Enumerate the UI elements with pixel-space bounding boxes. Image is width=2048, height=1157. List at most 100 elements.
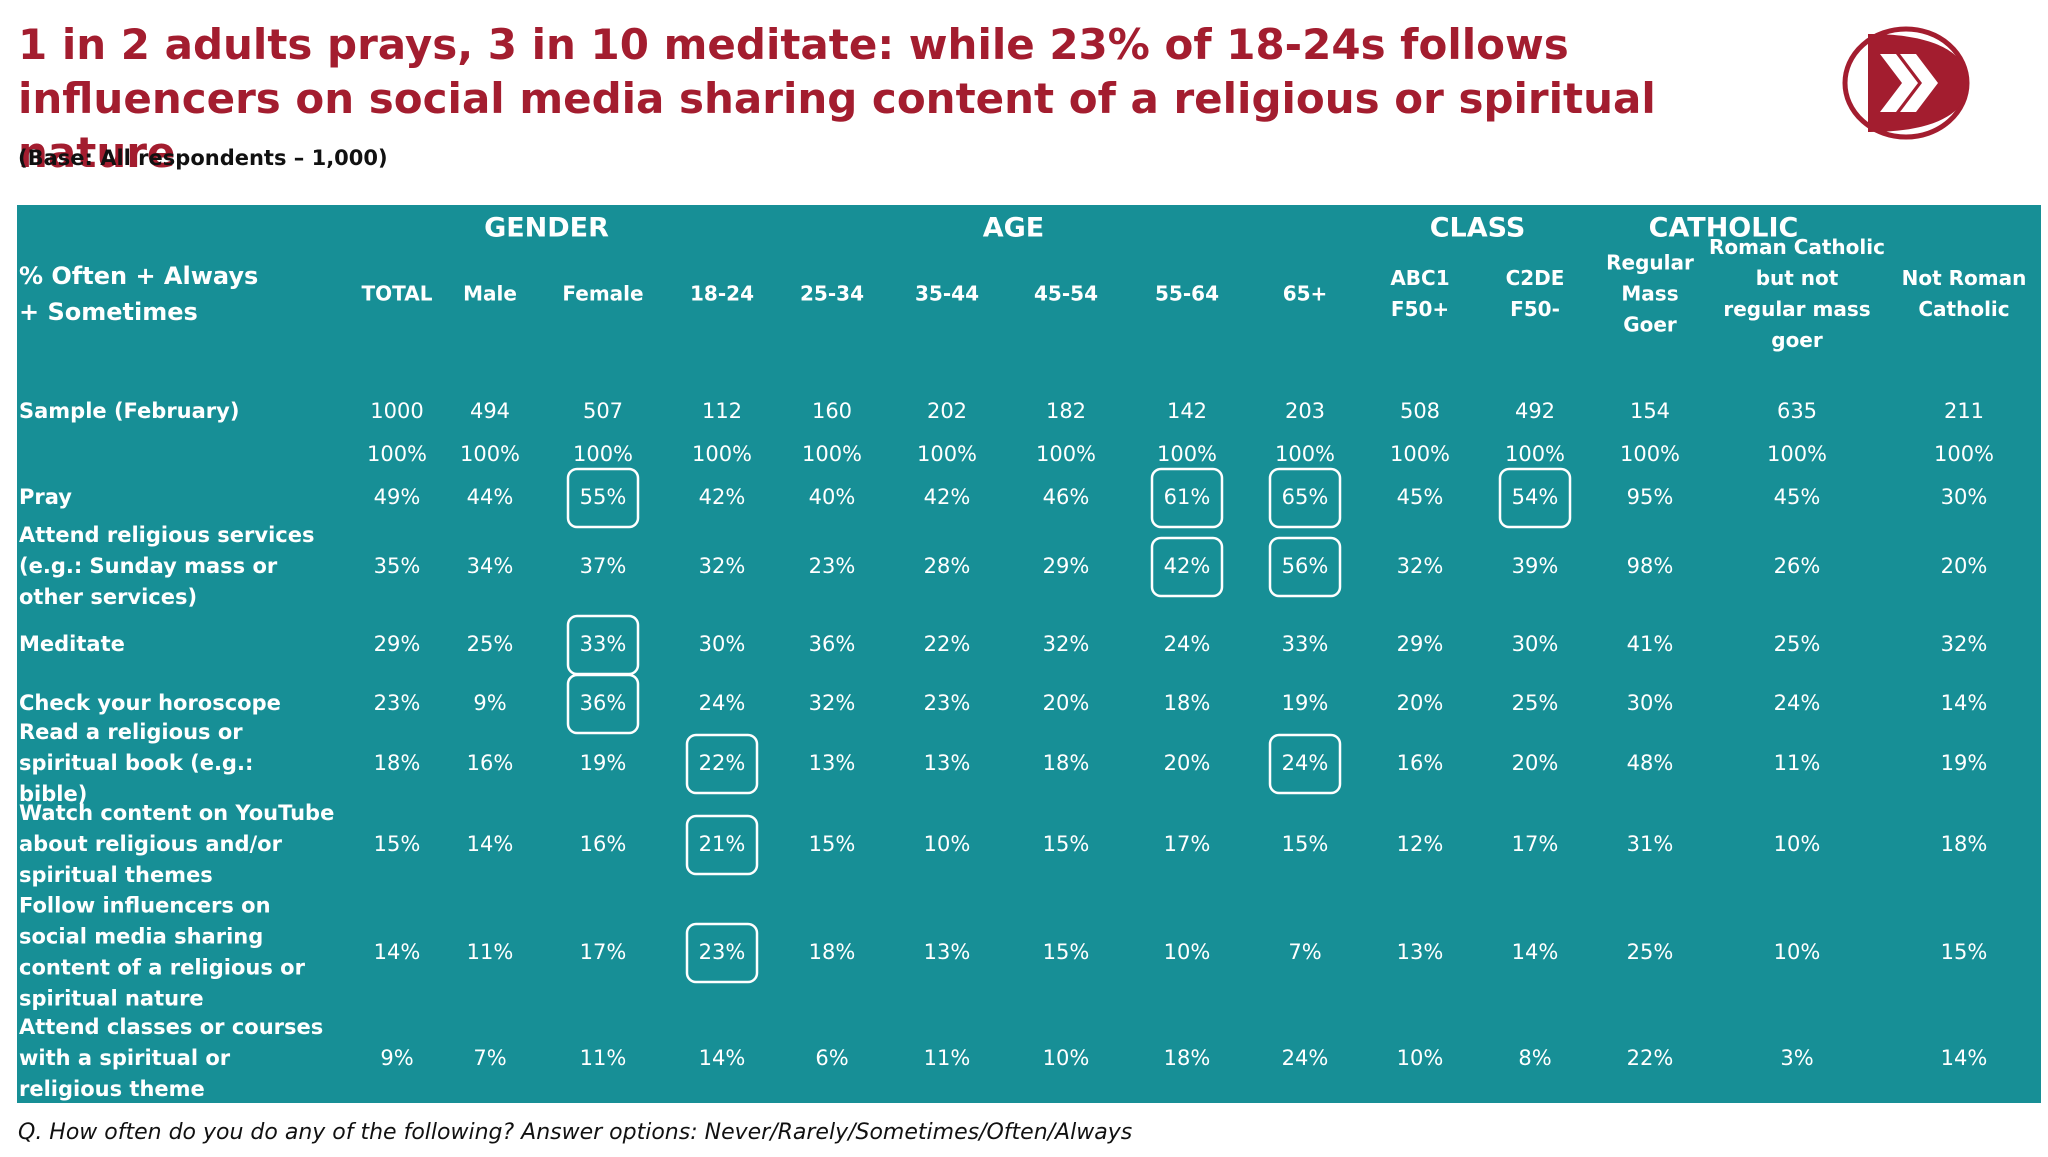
cell-value: 40%	[809, 485, 856, 509]
cell-value: 21%	[699, 832, 746, 856]
question-footnote: Q. How often do you do any of the follow…	[18, 1120, 1133, 1145]
sample-value: 142	[1167, 399, 1207, 423]
cell-value: 10%	[924, 832, 971, 856]
cell-value: 44%	[467, 485, 514, 509]
column-header: 18-24	[690, 282, 754, 306]
significance-highlight-box	[1498, 467, 1572, 529]
cell-value: 55%	[580, 485, 627, 509]
cell-value: 29%	[1043, 554, 1090, 578]
cell-value: 23%	[699, 940, 746, 964]
column-header: goer	[1771, 328, 1823, 352]
sample-value: 508	[1400, 399, 1440, 423]
cell-value: 15%	[1043, 940, 1090, 964]
cell-value: 18%	[374, 751, 421, 775]
cell-value: 10%	[1164, 940, 1211, 964]
cell-value: 33%	[580, 632, 627, 656]
cell-value: 22%	[924, 632, 971, 656]
row-label: bible)	[19, 782, 87, 806]
cell-value: 12%	[1397, 832, 1444, 856]
cell-value: 24%	[1774, 691, 1821, 715]
cell-value: 24%	[1282, 751, 1329, 775]
significance-highlight-box	[685, 814, 759, 876]
cell-value: 24%	[699, 691, 746, 715]
significance-highlight-box	[1268, 467, 1342, 529]
significance-highlight-box	[685, 733, 759, 795]
cell-value: 39%	[1512, 554, 1559, 578]
cell-value: 18%	[1043, 751, 1090, 775]
column-header: 35-44	[915, 282, 979, 306]
cell-value: 7%	[1288, 940, 1321, 964]
cell-value: 45%	[1397, 485, 1444, 509]
cell-value: 29%	[374, 632, 421, 656]
cell-value: 25%	[1512, 691, 1559, 715]
row-label: Attend classes or courses	[19, 1015, 323, 1039]
cell-value: 98%	[1627, 554, 1674, 578]
cell-value: 10%	[1043, 1046, 1090, 1070]
significance-highlight-box	[1268, 536, 1342, 598]
significance-highlight-box	[685, 922, 759, 984]
cell-value: 49%	[374, 485, 421, 509]
cell-value: 30%	[1627, 691, 1674, 715]
cell-value: 22%	[1627, 1046, 1674, 1070]
cell-value: 31%	[1627, 832, 1674, 856]
cell-value: 20%	[1397, 691, 1444, 715]
cell-value: 13%	[924, 751, 971, 775]
cell-value: 48%	[1627, 751, 1674, 775]
group-header: CATHOLIC	[1649, 213, 1799, 244]
cell-value: 14%	[1941, 1046, 1988, 1070]
results-table-svg: GENDER AGE CLASS CATHOLIC TOTAL Male Female 18-…	[19, 213, 2026, 1102]
cell-value: 37%	[580, 554, 627, 578]
row-label: Check your horoscope	[19, 691, 281, 715]
cell-value: 30%	[1941, 485, 1988, 509]
group-header: AGE	[983, 213, 1045, 244]
cell-value: 33%	[1282, 632, 1329, 656]
page-title: 1 in 2 adults prays, 3 in 10 meditate: w…	[18, 20, 1656, 177]
row-header-title: % Often + Always	[19, 262, 258, 290]
cell-value: 20%	[1941, 554, 1988, 578]
cell-value: 32%	[1043, 632, 1090, 656]
column-header: F50+	[1391, 297, 1449, 321]
significance-highlight-box	[566, 673, 640, 735]
sample-value: 154	[1630, 399, 1670, 423]
row-label: with a spiritual or	[19, 1046, 231, 1070]
cell-value: 17%	[580, 940, 627, 964]
row-label: religious theme	[19, 1077, 205, 1101]
sample-label: Sample (February)	[19, 399, 239, 423]
cell-value: 16%	[1397, 751, 1444, 775]
group-header: CLASS	[1430, 213, 1526, 244]
column-header: but not	[1756, 266, 1839, 290]
cell-value: 11%	[924, 1046, 971, 1070]
sample-value: 494	[470, 399, 510, 423]
row-label: Follow influencers on	[19, 894, 271, 918]
brand-logo	[1838, 24, 1974, 142]
cell-value: 11%	[467, 940, 514, 964]
cell-value: 18%	[809, 940, 856, 964]
percent-base-value: 100%	[573, 442, 633, 466]
sample-value: 1000	[370, 399, 423, 423]
cell-value: 24%	[1164, 632, 1211, 656]
cell-value: 18%	[1941, 832, 1988, 856]
cell-value: 18%	[1164, 1046, 1211, 1070]
row-label: Pray	[19, 485, 72, 509]
percent-base-value: 100%	[1767, 442, 1827, 466]
cell-value: 23%	[809, 554, 856, 578]
cell-value: 65%	[1282, 485, 1329, 509]
cell-value: 14%	[1941, 691, 1988, 715]
cell-value: 9%	[473, 691, 506, 715]
row-label: spiritual themes	[19, 863, 213, 887]
cell-value: 14%	[699, 1046, 746, 1070]
cell-value: 41%	[1627, 632, 1674, 656]
cell-value: 30%	[1512, 632, 1559, 656]
percent-base-value: 100%	[1157, 442, 1217, 466]
significance-highlight-box	[1150, 467, 1224, 529]
cell-value: 32%	[699, 554, 746, 578]
cell-value: 10%	[1774, 940, 1821, 964]
row-label: social media sharing	[19, 925, 263, 949]
column-header: regular mass	[1723, 297, 1870, 321]
cell-value: 20%	[1512, 751, 1559, 775]
sample-value: 492	[1515, 399, 1555, 423]
double-chevron-right-icon	[1842, 26, 1970, 140]
cell-value: 20%	[1164, 751, 1211, 775]
row-label: spiritual book (e.g.:	[19, 751, 253, 775]
row-label: Read a religious or	[19, 720, 243, 744]
